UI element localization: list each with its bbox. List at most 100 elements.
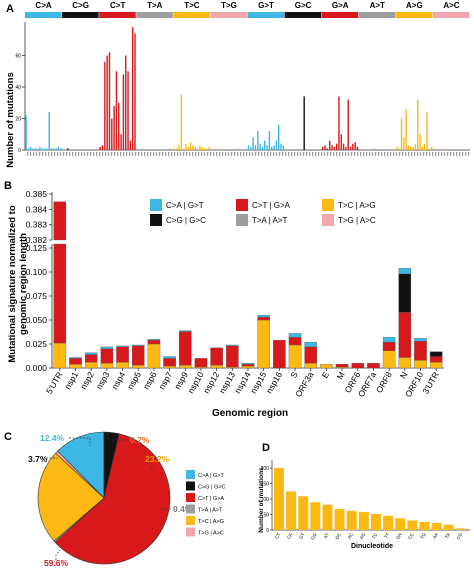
stack-segment — [335, 364, 349, 368]
mutation-bar — [257, 131, 259, 150]
mutation-bar — [252, 137, 254, 150]
mutation-bar — [400, 118, 403, 150]
mutation-bar — [347, 99, 349, 150]
panel-d-letter: D — [262, 442, 270, 454]
dinucleotide-bar — [358, 512, 369, 530]
mutation-bar — [182, 148, 185, 150]
mutation-bar — [25, 115, 27, 150]
mutation-bar — [189, 142, 192, 150]
y-tick-label: 0.385 — [26, 189, 48, 199]
mutation-bar — [187, 146, 190, 150]
x-tick-label: S — [288, 370, 300, 380]
mutation-bar — [43, 148, 46, 150]
stack-segment — [226, 345, 239, 368]
pie-percentage-label: 3.7% — [28, 454, 48, 464]
x-tick-label: nsp4 — [109, 370, 127, 391]
legend-swatch — [322, 199, 334, 211]
stack-segment — [100, 363, 114, 369]
panel-d-y-axis-label: Number of mutations — [258, 467, 265, 533]
stack-segment — [241, 365, 255, 369]
x-tick-label: TA — [444, 532, 451, 539]
mutation-bar — [131, 27, 134, 150]
y-tick-label: 60 — [15, 54, 21, 60]
y-tick-label: 150 — [261, 482, 270, 488]
mutation-bar — [176, 148, 178, 150]
mutation-bar — [271, 146, 273, 150]
mutation-bar — [238, 148, 240, 150]
mutation-bar — [247, 145, 250, 150]
mutation-class-label: G>A — [332, 1, 349, 10]
mutation-bar — [192, 145, 194, 150]
mutation-class-label: T>A — [147, 1, 163, 10]
x-tick-label: CC — [407, 531, 415, 540]
pie-percentage-label: 0.7% — [130, 435, 150, 445]
dinucleotide-bar — [431, 522, 442, 530]
stack-segment — [179, 364, 192, 369]
y-tick-label: 0.075 — [26, 291, 48, 301]
pie-percentage-labels: 12.4% 3.7% 59.6% 0.4% 23.2% 0.7% — [28, 432, 193, 568]
panel-c-letter: C — [4, 431, 12, 443]
mutation-class-label: T>G — [221, 1, 237, 10]
x-tick-label: TG — [419, 532, 427, 540]
stack-segment — [147, 343, 161, 369]
stack-segment — [398, 273, 412, 313]
mutation-bar — [48, 112, 50, 150]
x-tick-label: nsp5 — [125, 370, 143, 391]
y-tick-label: 0 — [18, 148, 21, 154]
panel-b-x-tick-labels: 5'UTRnsp1nsp2nsp3nsp4nsp5nsp6nsp7nsp9nsp… — [44, 370, 441, 399]
mutation-bar — [50, 148, 53, 150]
x-tick-label: M — [335, 370, 347, 381]
legend-label: C>A | G>T — [166, 201, 204, 210]
mutation-bar — [220, 148, 222, 150]
stack-segment — [429, 356, 443, 363]
mutation-bar — [41, 148, 43, 150]
y-tick-label: 0 — [266, 528, 269, 534]
x-tick-label: nsp7 — [156, 370, 174, 391]
mutation-class-color-band — [62, 12, 99, 18]
stack-segment — [147, 340, 161, 345]
legend-label: C>A | G>T — [198, 473, 225, 479]
mutation-bar — [208, 146, 210, 150]
mutation-class-label: G>T — [258, 1, 274, 10]
mutation-bar — [440, 148, 442, 150]
mutation-bar — [259, 143, 261, 150]
stack-segment — [131, 345, 145, 366]
legend-label: T>C | A>G — [338, 201, 376, 210]
stack-segment — [131, 364, 145, 369]
y-tick-label: 0.000 — [26, 363, 48, 373]
pie-slice — [37, 452, 105, 542]
mutation-bar — [201, 146, 203, 150]
panel-b-legend: C>A | G>T C>T | G>A T>C | A>G C>G | G>C T>A … — [150, 199, 376, 226]
pie-chart — [37, 431, 171, 565]
stack-segment — [304, 341, 317, 348]
dinucleotide-bar — [298, 496, 309, 530]
mutation-bar — [333, 146, 336, 150]
dinucleotide-bar — [334, 508, 345, 530]
mutation-bar — [29, 146, 32, 150]
mutation-bar — [261, 146, 264, 150]
legend-label: C>T | G>A — [198, 496, 224, 502]
stack-segment — [398, 312, 412, 358]
x-tick-label: nsp16 — [264, 370, 284, 395]
x-tick-label: nsp2 — [78, 370, 96, 391]
x-tick-label: GA — [395, 532, 403, 540]
mutation-bar — [39, 146, 41, 150]
stack-segment — [179, 331, 192, 366]
stack-segment — [241, 363, 255, 365]
mutation-class-label: A>C — [443, 1, 459, 10]
mutation-bar — [417, 99, 419, 150]
stack-segment — [131, 344, 145, 347]
stack-segment — [100, 346, 114, 349]
legend-swatch — [236, 214, 248, 226]
y-tick-label: 0.025 — [26, 339, 48, 349]
pie-percentage-label: 23.2% — [145, 454, 170, 464]
mutation-bar — [303, 96, 305, 150]
stack-segment — [241, 364, 255, 367]
legend-label: T>A | A>T — [252, 216, 288, 225]
mutation-bar — [340, 134, 342, 150]
mutation-class-label: A>G — [406, 1, 423, 10]
dinucleotide-bar — [310, 502, 321, 530]
mutation-bar — [185, 143, 187, 150]
mutation-bar — [419, 134, 421, 150]
